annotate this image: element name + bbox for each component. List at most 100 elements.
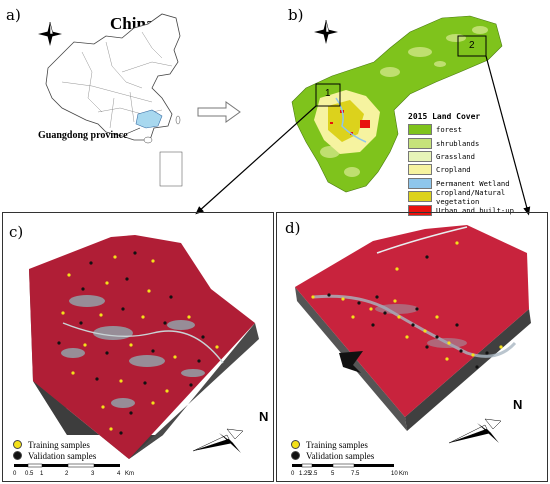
site1-training-sample <box>101 405 105 409</box>
site1-validation-sample <box>89 261 93 265</box>
legend-title: 2015 Land Cover <box>408 112 481 121</box>
legend-swatch <box>408 204 432 216</box>
site1-validation-sample <box>163 321 167 325</box>
panel-c-label: c) <box>9 223 24 241</box>
panel-d-study-site-2: d) N Training samples Validation samples… <box>276 212 548 482</box>
scale-tick-label: 1.25 <box>299 471 311 477</box>
site2-training-sample <box>423 329 427 333</box>
training-dot-c <box>13 440 22 449</box>
study-site-2-box <box>457 35 487 57</box>
legend-item: Permanent Wetland <box>408 177 548 190</box>
panel-a-label: a) <box>6 6 21 24</box>
guangdong-province-label: Guangdong province <box>38 130 128 141</box>
site1-training-sample <box>187 315 191 319</box>
site1-validation-sample <box>79 321 83 325</box>
north-arrow-c <box>192 428 244 453</box>
site-1-image-top <box>29 235 255 459</box>
legend-item-label: forest <box>436 125 462 135</box>
site2-validation-sample <box>415 307 419 311</box>
site1-training-sample <box>173 355 177 359</box>
site2-training-sample <box>455 241 459 245</box>
site-2-image-top <box>295 225 529 417</box>
sample-legend-d: Training samples Validation samples <box>291 439 374 461</box>
site2-training-sample <box>311 295 315 299</box>
legend-swatch <box>408 124 432 136</box>
legend-item-label: Cropland/Natural vegetation <box>436 187 506 206</box>
site2-training-sample <box>395 267 399 271</box>
site1-training-sample <box>151 401 155 405</box>
site2-validation-sample <box>485 351 489 355</box>
panel-a-china-map: a) China Guangdong province <box>2 2 192 212</box>
site2-validation-sample <box>455 323 459 327</box>
scale-unit-label: Km <box>125 471 134 477</box>
study-site-2-label: 2 <box>469 40 475 51</box>
legend-item: shrublands <box>408 136 548 149</box>
site1-training-sample <box>61 311 65 315</box>
site1-validation-sample <box>95 377 99 381</box>
site1-validation-sample <box>105 351 109 355</box>
site1-validation-sample <box>143 381 147 385</box>
site2-validation-sample <box>425 345 429 349</box>
site1-training-sample <box>215 345 219 349</box>
study-site-1-3d-image <box>29 235 259 459</box>
scale-bar-c: 0 0.5 1 2 3 4 Km <box>13 463 134 479</box>
site2-training-sample <box>445 357 449 361</box>
study-site-2-3d-image <box>295 225 531 431</box>
land-cover-map <box>291 15 503 193</box>
scale-tick-label: 0.5 <box>25 471 34 477</box>
north-arrow-b <box>314 19 338 44</box>
scale-tick-label: 1 <box>40 471 44 477</box>
panel-b-label: b) <box>288 6 304 24</box>
panel-d-label: d) <box>285 219 301 237</box>
scale-tick-label: 0 <box>13 471 17 477</box>
legend-swatch <box>408 137 432 149</box>
site1-validation-sample <box>201 335 205 339</box>
site1-training-sample <box>151 259 155 263</box>
site1-training-sample <box>99 313 103 317</box>
north-label-c: N <box>259 409 269 424</box>
site2-validation-sample <box>425 255 429 259</box>
scale-unit-label: Km <box>399 471 408 477</box>
study-site-1-label: 1 <box>325 88 331 99</box>
scale-tick-label: 0 <box>291 471 295 477</box>
site1-training-sample <box>71 371 75 375</box>
legend-item: Grassland <box>408 150 548 163</box>
legend-item-label: Grassland <box>436 151 475 161</box>
validation-label-d: Validation samples <box>306 450 375 461</box>
site2-training-sample <box>397 315 401 319</box>
china-country-outline <box>45 13 181 141</box>
north-label-d: N <box>513 397 523 412</box>
site1-validation-sample <box>169 295 173 299</box>
panel-b-land-cover-map: b) 1 <box>270 2 548 216</box>
site1-training-sample <box>83 343 87 347</box>
site2-training-sample <box>499 345 503 349</box>
legend-swatch <box>408 177 432 189</box>
scale-tick-label: 5 <box>331 471 335 477</box>
legend-swatch <box>408 164 432 176</box>
site2-validation-sample <box>459 349 463 353</box>
site2-validation-sample <box>475 365 479 369</box>
north-arrow-a <box>38 21 62 46</box>
legend-swatch <box>408 150 432 162</box>
site2-validation-sample <box>383 311 387 315</box>
site2-validation-sample <box>411 323 415 327</box>
site1-validation-sample <box>189 383 193 387</box>
site2-validation-sample <box>357 301 361 305</box>
legend-item-label: Permanent Wetland <box>436 178 510 188</box>
site1-validation-sample <box>129 411 133 415</box>
site2-training-sample <box>393 299 397 303</box>
site2-training-sample <box>341 297 345 301</box>
site2-training-sample <box>369 307 373 311</box>
site2-training-sample <box>351 315 355 319</box>
site2-validation-sample <box>435 335 439 339</box>
panel-c-study-site-1: c) N Training samples Validation samples <box>2 212 274 482</box>
site1-validation-sample <box>57 341 61 345</box>
site2-training-sample <box>435 315 439 319</box>
scale-tick-label: 3 <box>91 471 95 477</box>
site2-training-sample <box>471 353 475 357</box>
legend-item: forest <box>408 123 548 136</box>
validation-dot-c <box>13 451 22 460</box>
site2-training-sample <box>405 335 409 339</box>
sample-legend-c: Training samples Validation samples <box>13 439 96 461</box>
